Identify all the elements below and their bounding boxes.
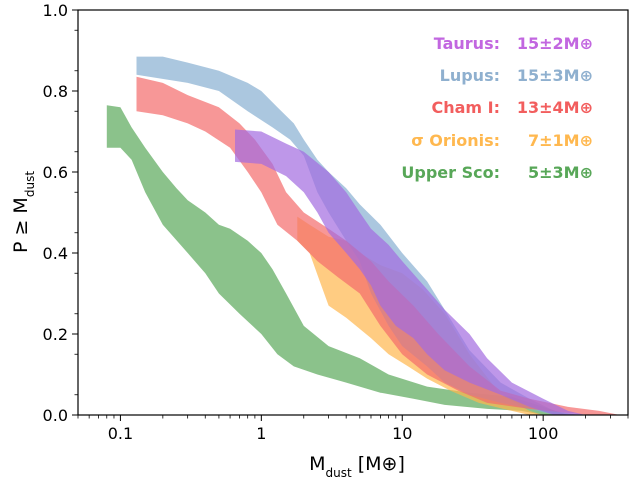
legend-name-taurus: Taurus:: [434, 34, 500, 53]
band-upper-sco: [106, 105, 569, 415]
x-tick-label: 0.1: [108, 424, 133, 443]
y-tick-label: 0.0: [43, 406, 68, 425]
plot-frame: [77, 9, 629, 416]
y-tick-label: 1.0: [43, 1, 68, 20]
y-tick-label: 0.6: [43, 163, 68, 182]
legend-value-lupus: 15±3M⊕: [517, 66, 593, 85]
y-axis-label: P ≥ Mdust: [10, 171, 37, 253]
x-tick-label: 10: [392, 424, 412, 443]
x-axis: 0.1 1 10 100: [77, 415, 629, 443]
x-axis-label: Mdust [M⊕]: [309, 453, 405, 480]
x-tick-label: 100: [528, 424, 559, 443]
legend-value-upper-sco: 5±3M⊕: [528, 163, 593, 182]
y-tick-label: 0.4: [43, 244, 68, 263]
band-taurus: [235, 129, 586, 415]
legend-name-orionis: σ Orionis:: [411, 131, 500, 150]
legend-name-cham-i: Cham I:: [431, 98, 500, 117]
y-tick-label: 0.8: [43, 82, 68, 101]
legend: Taurus: 15±2M⊕ Lupus: 15±3M⊕ Cham I: 13±4M⊕ σ …: [401, 34, 593, 182]
y-tick-label: 0.2: [43, 325, 68, 344]
legend-name-upper-sco: Upper Sco:: [401, 163, 500, 182]
y-axis: 0.0 0.2 0.4 0.6 0.8 1.0: [43, 1, 78, 425]
legend-name-lupus: Lupus:: [440, 66, 500, 85]
data-bands: [106, 56, 620, 416]
legend-value-cham-i: 13±4M⊕: [517, 98, 593, 117]
plot-border: [77, 9, 629, 416]
x-tick-label: 1: [256, 424, 266, 443]
legend-value-taurus: 15±2M⊕: [517, 34, 593, 53]
legend-value-orionis: 7±1M⊕: [528, 131, 593, 150]
